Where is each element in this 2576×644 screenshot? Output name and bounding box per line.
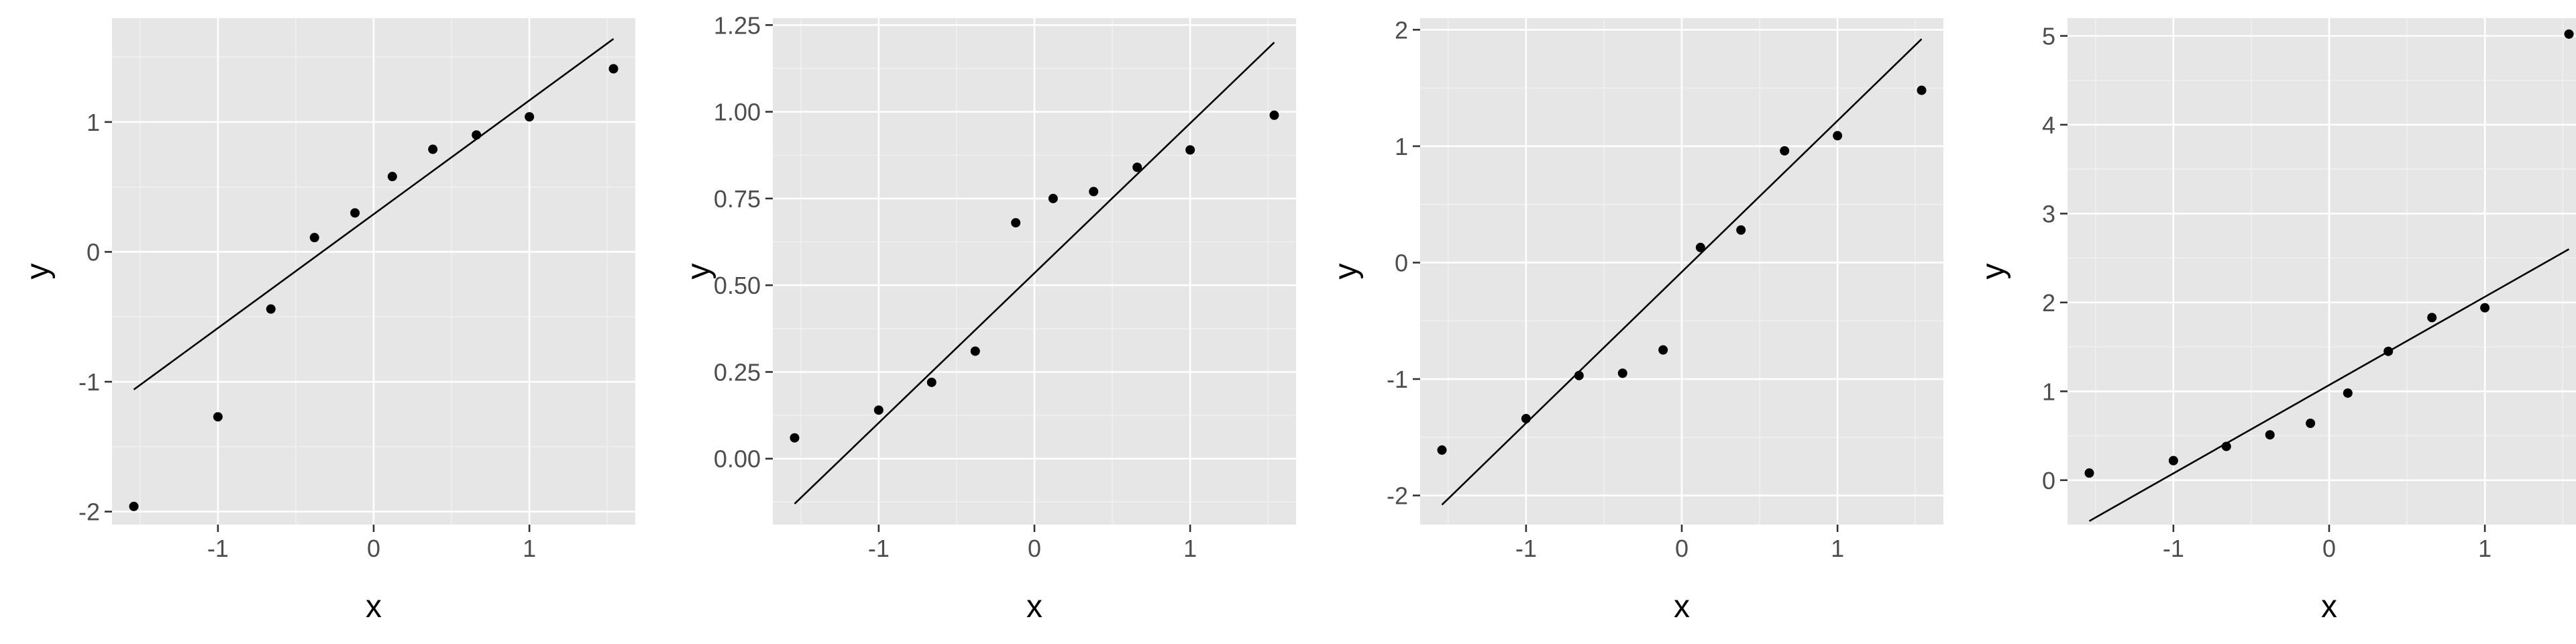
x-tick-label: -1 xyxy=(868,535,890,562)
reference-line xyxy=(1441,38,1923,506)
y-tick-label: 4 xyxy=(2042,111,2055,139)
data-point xyxy=(2480,303,2490,313)
data-point xyxy=(1437,445,1447,455)
data-point xyxy=(873,405,883,415)
data-point xyxy=(1574,370,1584,380)
data-point xyxy=(428,144,438,154)
data-point xyxy=(2383,346,2394,356)
data-point xyxy=(472,130,482,140)
data-point xyxy=(2168,455,2178,466)
y-tick-label: 1.25 xyxy=(714,11,761,39)
y-tick-label: 0 xyxy=(1395,249,1408,276)
reference-line xyxy=(2088,248,2570,522)
y-axis-title: y xyxy=(20,264,56,280)
x-tick-label: 1 xyxy=(1831,535,1844,562)
data-point xyxy=(213,412,223,422)
data-point xyxy=(129,501,139,511)
x-tick-label: -1 xyxy=(207,535,229,562)
x-tick-label: -1 xyxy=(1515,535,1537,562)
data-point xyxy=(2306,419,2316,428)
data-point xyxy=(1048,193,1058,203)
y-tick-label: 1 xyxy=(1395,133,1408,160)
x-tick-label: 0 xyxy=(1675,535,1688,562)
y-tick-label: 0 xyxy=(87,238,100,266)
data-point xyxy=(387,172,397,182)
data-point xyxy=(970,346,980,356)
y-axis-title: y xyxy=(1976,264,2011,280)
y-axis-title: y xyxy=(681,264,716,280)
data-point xyxy=(1617,368,1627,378)
data-point xyxy=(926,377,936,387)
data-point xyxy=(1521,414,1531,424)
y-tick-label: -2 xyxy=(78,498,100,526)
y-tick-label: -1 xyxy=(78,368,100,396)
data-point xyxy=(350,208,360,218)
data-point xyxy=(1011,218,1021,228)
y-tick-label: -1 xyxy=(1387,366,1408,393)
data-point xyxy=(608,64,619,74)
y-tick-label: 0 xyxy=(2042,467,2055,494)
y-tick-label: 0.00 xyxy=(714,445,761,473)
data-point xyxy=(1917,85,1927,95)
y-tick-label: 3 xyxy=(2042,200,2055,227)
y-tick-label: 1.00 xyxy=(714,99,761,126)
x-tick-label: 1 xyxy=(523,535,536,562)
y-tick-label: 0.50 xyxy=(714,272,761,299)
reference-line xyxy=(794,42,1275,504)
data-point xyxy=(1833,131,1843,141)
data-point xyxy=(309,233,319,243)
x-axis-title: x xyxy=(366,589,382,625)
data-point xyxy=(2221,441,2231,451)
panel-4: -1 0 1 0 1 2 3 4 5 x y xyxy=(1976,18,2576,625)
y-axis-title: y xyxy=(1328,264,1364,280)
y-tick-label: 0.25 xyxy=(714,358,761,386)
reference-line xyxy=(133,38,614,390)
y-tick-label: -2 xyxy=(1387,482,1408,510)
panel-2: -1 0 1 0.00 0.25 0.50 0.75 1.00 1.25 x y xyxy=(681,11,1296,625)
x-axis-title: x xyxy=(1026,589,1042,625)
y-tick-label: 0.75 xyxy=(714,185,761,213)
panel-background xyxy=(2068,18,2576,525)
panel-3: -1 0 1 -2 -1 0 1 2 x y xyxy=(1328,16,1943,625)
y-tick-label: 1 xyxy=(87,109,100,136)
x-tick-label: 1 xyxy=(2478,535,2491,562)
data-point xyxy=(1132,162,1142,172)
data-point xyxy=(525,112,535,122)
data-point xyxy=(1736,225,1746,235)
data-point xyxy=(1269,110,1279,120)
data-point xyxy=(1658,345,1668,355)
x-tick-label: 0 xyxy=(2322,535,2336,562)
data-point xyxy=(2427,313,2437,323)
data-point xyxy=(790,433,800,443)
y-tick-label: 1 xyxy=(2042,378,2055,405)
y-tick-label: 2 xyxy=(1395,16,1408,44)
data-point xyxy=(1185,145,1195,155)
y-tick-label: 2 xyxy=(2042,289,2055,317)
x-tick-label: 0 xyxy=(1028,535,1041,562)
x-tick-label: 0 xyxy=(367,535,380,562)
data-point xyxy=(2265,430,2275,440)
data-point xyxy=(2343,388,2353,398)
data-point xyxy=(2564,29,2574,39)
x-axis-title: x xyxy=(2321,589,2337,625)
x-tick-label: -1 xyxy=(2163,535,2184,562)
data-point xyxy=(1089,186,1099,197)
data-point xyxy=(1695,242,1705,252)
y-tick-label: 5 xyxy=(2042,22,2055,50)
data-point xyxy=(2084,468,2094,478)
data-point xyxy=(1780,146,1790,156)
panel-1: -1 0 1 -2 -1 0 1 x y xyxy=(20,18,635,625)
data-point xyxy=(266,304,276,314)
x-axis-title: x xyxy=(1674,589,1690,625)
x-tick-label: 1 xyxy=(1183,535,1197,562)
